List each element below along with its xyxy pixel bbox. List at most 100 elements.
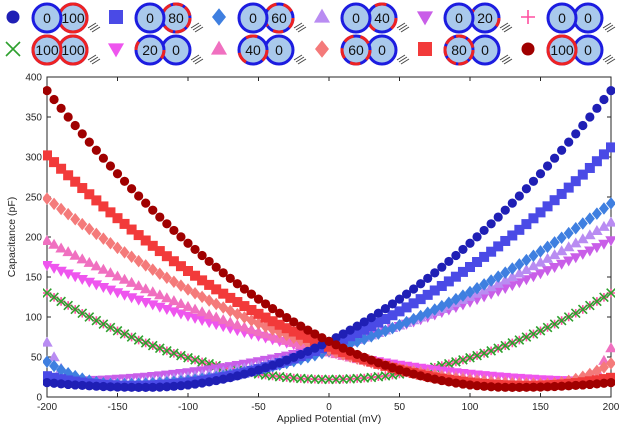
data-point [43,192,52,205]
data-point [105,161,116,171]
data-point [253,294,264,304]
data-point [43,355,52,369]
data-point [105,207,116,218]
legend-membrane-label: 0 [558,10,566,26]
legend-left-membrane [237,2,269,34]
data-point [584,162,595,173]
x-tick-label: -100 [178,402,198,413]
data-point [260,312,271,323]
data-point [275,308,285,318]
data-point [161,271,172,285]
data-point [288,326,299,337]
data-point [56,374,67,385]
data-point [317,374,327,385]
data-point [345,331,356,342]
data-point [126,332,137,342]
data-point [507,338,518,348]
y-tick-label: 100 [25,313,42,324]
data-point [282,355,292,365]
legend-item: 00 [521,2,616,34]
data-point [352,321,362,331]
series-100-0 [43,86,615,392]
series-0-100 [43,86,615,392]
data-point [535,169,546,179]
legend-membrane-label: 0 [352,10,360,26]
ground-icon [602,54,616,65]
data-point [176,350,186,361]
data-point [493,241,504,252]
data-point [91,227,102,241]
data-point [218,374,228,384]
data-point [239,369,249,379]
data-point [76,253,88,264]
legend-left-membrane [31,2,63,34]
data-point [606,372,615,383]
data-point [154,267,165,280]
data-point [55,242,67,253]
data-point [451,250,461,261]
legend-membrane-label: 60 [348,42,364,58]
data-point [56,379,66,389]
data-point [401,289,412,299]
data-point [584,246,596,257]
legend-membrane-label: 0 [172,42,180,58]
data-point [542,161,553,171]
data-point [444,256,454,267]
data-point [585,379,595,390]
data-point [500,266,511,279]
data-point [105,382,116,392]
data-point [126,250,137,264]
data-point [500,382,510,392]
data-point [591,243,603,254]
data-point [563,182,574,193]
data-point [161,251,172,262]
data-point [154,343,165,354]
charged-ring [366,2,398,34]
data-point [203,308,215,319]
data-point [541,252,554,263]
charged-ring [546,34,578,66]
data-point [98,319,109,329]
legend-membrane-label: 40 [245,42,261,58]
data-point [345,325,355,335]
data-point [479,251,490,262]
data-point [401,302,412,313]
data-point [409,369,419,379]
legend-item: 60 0 [212,2,307,34]
data-point [218,268,228,278]
legend-left-membrane [340,2,372,34]
data-point [387,310,398,321]
x-axis-label: Applied Potential (mV) [277,413,381,425]
data-point [119,382,130,392]
data-point [331,340,341,350]
data-point [253,308,264,319]
data-point [309,335,320,346]
data-point [416,371,426,381]
data-point [183,265,193,276]
data-point [134,191,144,201]
data-point [514,191,524,201]
legend-item: 80 0 [109,2,204,34]
data-point [571,380,581,391]
data-point [112,213,123,224]
data-point [514,382,524,392]
charged-ring [443,34,475,66]
data-point [139,283,152,294]
legend-membrane-label: 100 [35,42,59,58]
legend-item: 0 20 [107,34,204,66]
data-point [324,336,334,346]
data-point [83,277,96,288]
data-point [105,237,116,250]
data-point [134,382,144,392]
data-point [500,235,511,246]
data-point [275,358,285,368]
data-point [274,319,285,330]
legend-marker [5,41,21,57]
data-point [457,266,468,277]
data-point [267,316,278,327]
data-point [84,222,95,236]
data-point [401,367,412,377]
data-point [556,231,567,245]
data-point [239,301,250,312]
